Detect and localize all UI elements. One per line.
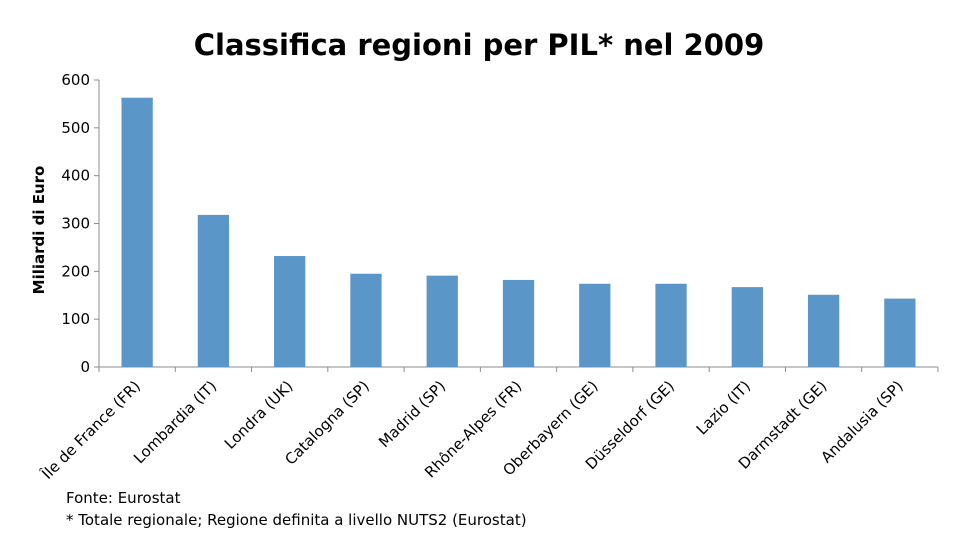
bar [350,273,382,367]
bar [197,214,230,367]
chart-title: Classifica regioni per PIL* nel 2009 [193,28,765,62]
y-tick-label: 100 [61,310,90,328]
bar [807,294,840,367]
y-tick-label: 600 [61,71,90,89]
y-axis: 0 100 200 300 400 500 600 [61,71,100,376]
x-tick-label: Île de France (FR) [37,376,144,483]
y-tick-label: 0 [80,358,90,376]
bar [121,97,153,367]
x-axis: Île de France (FR)Lombardia (IT) Londra (… [37,366,939,484]
y-tick-label: 500 [61,119,90,137]
bar [655,283,687,367]
bar [502,279,535,367]
x-tick-label: Lazio (IT) [693,377,754,438]
bar [426,275,458,367]
bars [121,97,916,367]
y-tick-label: 300 [61,215,90,233]
y-axis-label: Miliardi di Euro [30,166,48,295]
bar [579,283,611,367]
x-tick-label: Andalusia (SP) [817,377,906,466]
x-tick-label: Madrid (SP) [375,377,449,451]
x-tick-label: Lombardia (IT) [130,377,220,467]
y-tick-label: 400 [61,167,90,185]
footnotes: Fonte: Eurostat * Totale regionale; Regi… [66,487,527,531]
y-tick-label: 200 [61,262,90,280]
bar [884,298,916,367]
source-note: Fonte: Eurostat [66,489,181,507]
bar [274,256,306,367]
definition-note: * Totale regionale; Regione definita a l… [66,511,527,529]
x-tick-label: Londra (UK) [221,377,297,453]
bar [731,287,763,367]
